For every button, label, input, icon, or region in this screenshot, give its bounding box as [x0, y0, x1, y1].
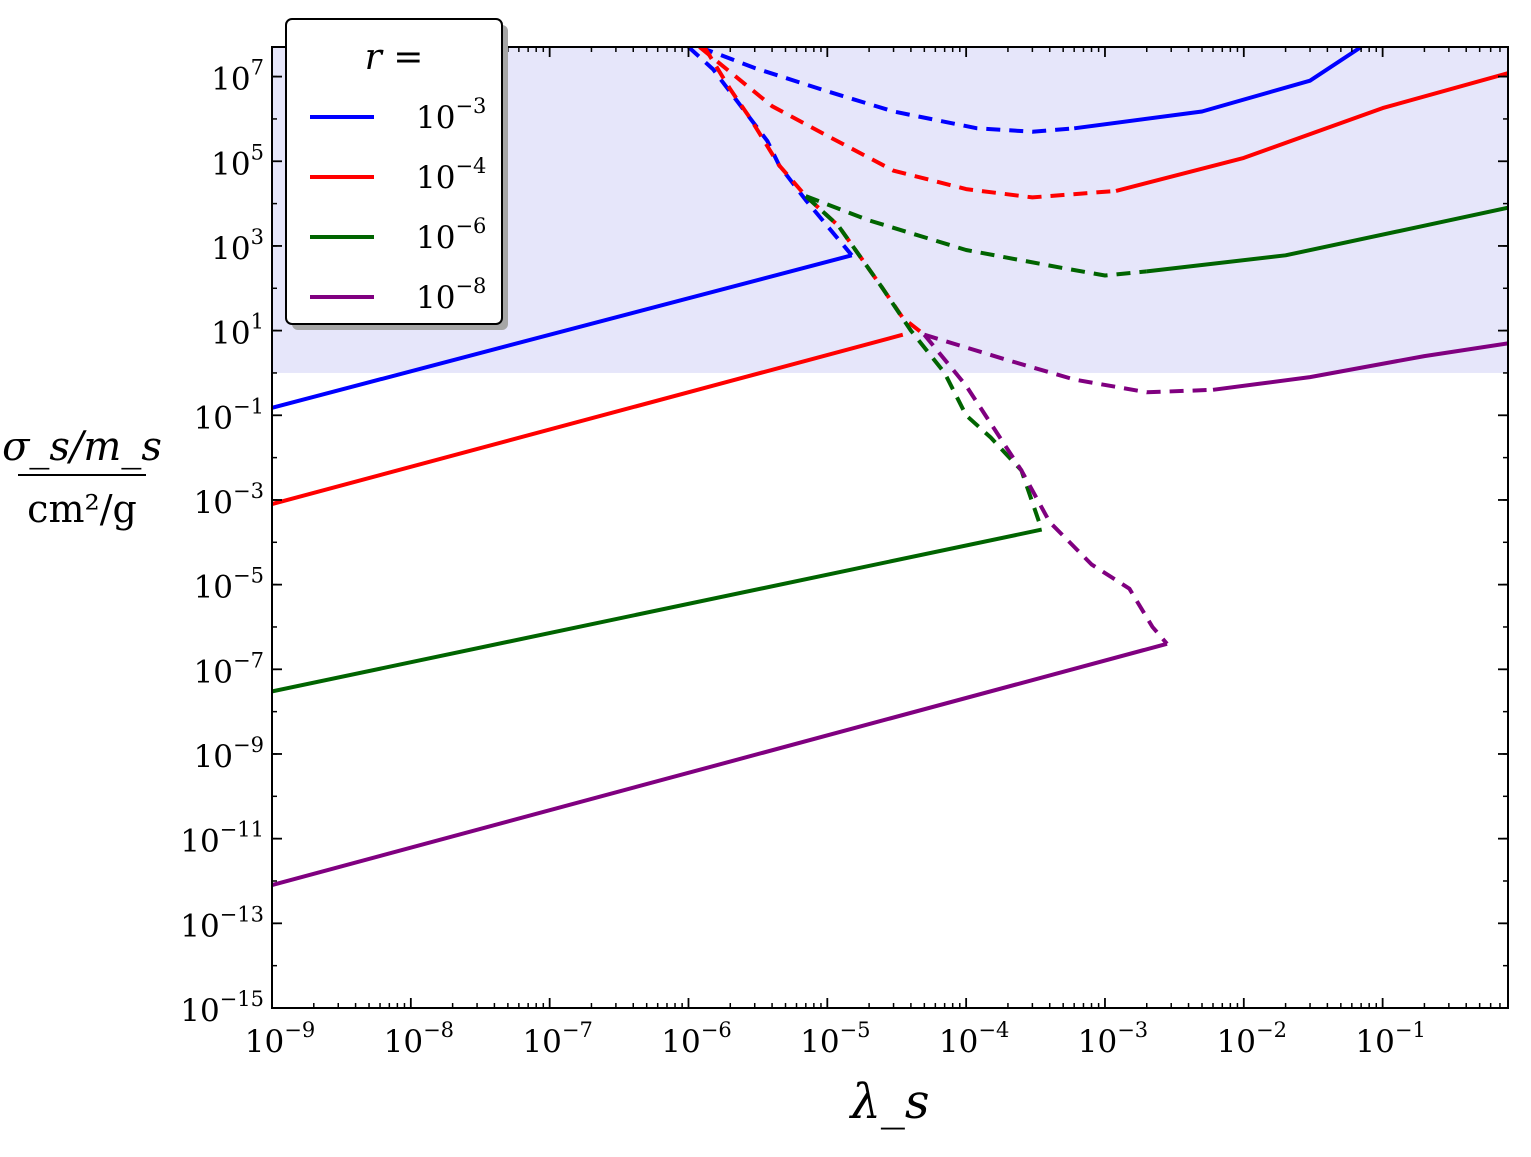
series-2-solid-upper-line [1146, 205, 1508, 274]
legend-box [285, 18, 503, 325]
y-tick-label: 10−5 [194, 564, 264, 606]
series-0-solid-lower-line [272, 253, 853, 410]
axes [271, 46, 1509, 1009]
axis-labels: λ_s σ_s/m_s cm²/g [2, 424, 929, 1130]
series-3-dashed-boundary-line [922, 333, 1169, 646]
y-tick-label: 10−3 [194, 479, 264, 521]
x-tick-label: 10−9 [245, 1018, 315, 1060]
series-0-dashed-upper-line [698, 47, 1075, 134]
y-axis-label-numerator: σ_s/m_s [2, 424, 162, 470]
series-layer [272, 47, 1508, 888]
y-axis-label-denominator: cm²/g [27, 487, 137, 531]
y-tick-label: 101 [211, 310, 264, 352]
legend-title: r = [365, 37, 424, 78]
legend-label-0: 10−3 [416, 94, 486, 136]
x-tick-label: 10−6 [661, 1018, 731, 1060]
y-tick-label: 105 [211, 140, 264, 182]
series-1-solid-lower-line [272, 332, 904, 507]
plot-frame [271, 46, 1509, 1009]
series-2-solid-lower-line [272, 527, 1043, 694]
series-3-solid-lower-line [272, 641, 1168, 888]
x-tick-label: 10−4 [939, 1018, 1009, 1060]
x-tick-label: 10−2 [1217, 1018, 1287, 1060]
legend-label-1: 10−4 [416, 154, 486, 196]
x-tick-label: 10−7 [522, 1018, 592, 1060]
x-tick-label: 10−8 [384, 1018, 454, 1060]
legend-label-2: 10−6 [416, 214, 486, 256]
series-3-solid-upper-line [1212, 341, 1508, 392]
legend-label-3: 10−8 [416, 274, 486, 316]
y-tick-label: 10−11 [180, 818, 264, 860]
x-axis-label: λ_s [848, 1074, 929, 1130]
x-tick-label: 10−3 [1078, 1018, 1148, 1060]
series-3-dashed-upper-line [923, 332, 1214, 395]
series-2-dashed-upper-line [805, 194, 1147, 278]
x-tick-label: 10−1 [1355, 1018, 1425, 1060]
y-tick-label: 103 [211, 225, 264, 267]
x-tick-label: 10−5 [800, 1018, 870, 1060]
legend: r = 10−3 10−4 10−6 10−8 [285, 18, 508, 330]
y-tick-label: 10−9 [194, 733, 264, 775]
y-tick-label: 10−7 [194, 648, 264, 690]
series-2-dashed-boundary-line [804, 194, 1044, 531]
y-tick-label: 107 [211, 56, 264, 98]
y-tick-label: 10−15 [180, 987, 264, 1029]
y-tick-label: 10−13 [180, 902, 264, 944]
series-0-solid-upper-line [1073, 47, 1363, 131]
series-1-dashed-upper-line [698, 47, 1117, 200]
tick-labels: 10−9 10−8 10−7 10−6 10−5 10−4 10−3 10−2 10−1 10−1… [180, 56, 1426, 1060]
y-tick-label: 10−1 [194, 394, 264, 436]
series-0-dashed-boundary-line [687, 47, 854, 257]
series-1-solid-upper-line [1115, 71, 1508, 193]
